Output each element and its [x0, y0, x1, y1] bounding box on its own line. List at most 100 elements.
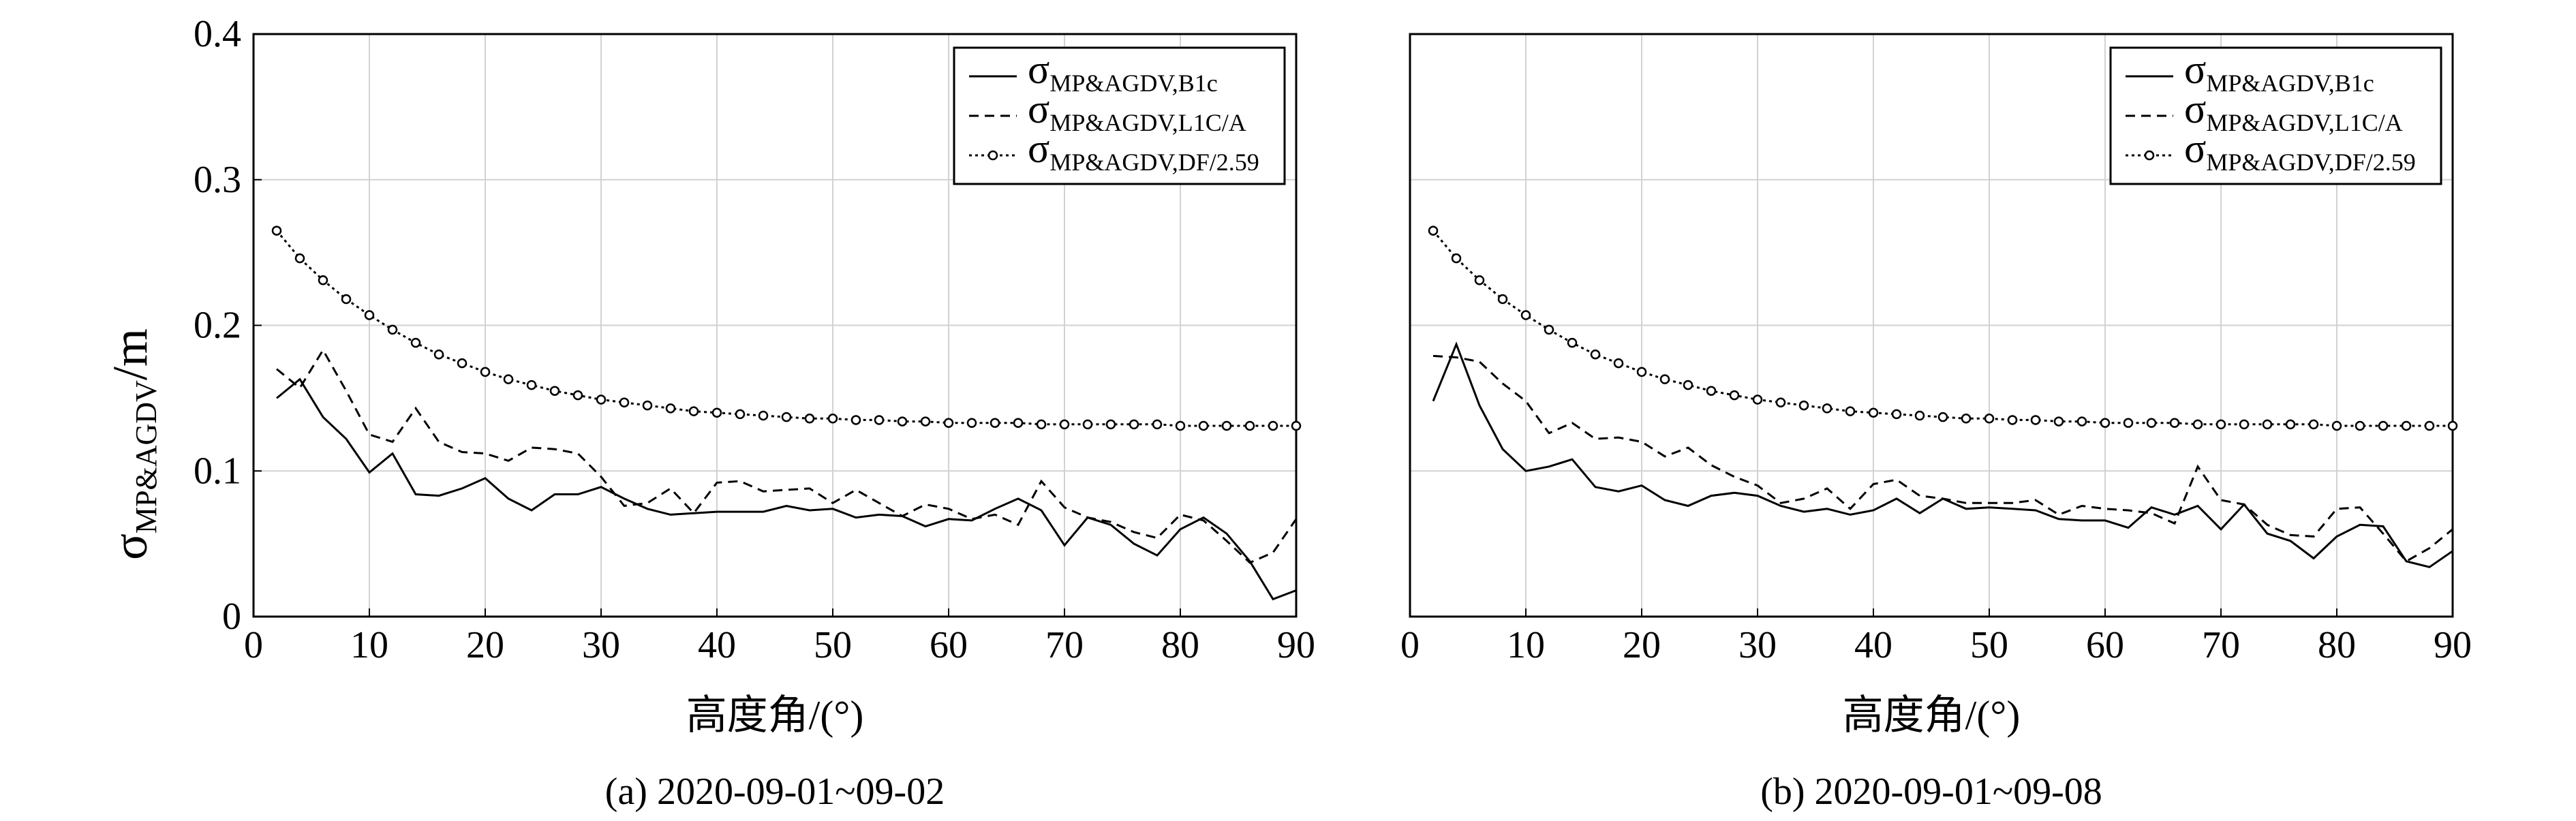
- legend-label: σMP&AGDV,DF/2.59: [2184, 126, 2416, 176]
- legend-label: σMP&AGDV,DF/2.59: [1028, 126, 1259, 176]
- series-line: [276, 347, 1298, 564]
- legend: σMP&AGDV,B1cσMP&AGDV,L1C/AσMP&AGDV,DF/2.…: [2109, 46, 2442, 185]
- data-point: [1291, 420, 1302, 431]
- data-point: [2123, 418, 2134, 428]
- data-point: [1891, 409, 1902, 420]
- chart-panel-b: 高度角/(°) (b) 2020-09-01~09-08 0 10 20 30 40 50…: [1400, 33, 2472, 813]
- data-point: [2308, 419, 2319, 430]
- x-tick-label: 80: [2318, 624, 2356, 666]
- data-point: [2331, 420, 2342, 431]
- data-point: [735, 409, 746, 420]
- data-point: [2262, 419, 2273, 430]
- series-dotted-circle: [271, 226, 1302, 431]
- data-point: [1590, 350, 1601, 360]
- data-point: [1036, 419, 1047, 430]
- legend-marker: [2144, 150, 2155, 161]
- data-point: [1520, 310, 1531, 320]
- legend-marker: [987, 150, 998, 161]
- data-point: [2146, 418, 2157, 428]
- x-tick-label: 60: [2086, 624, 2124, 666]
- data-point: [2030, 415, 2041, 425]
- data-point: [1013, 418, 1024, 428]
- data-point: [549, 386, 560, 396]
- data-point: [897, 416, 908, 427]
- y-tick-label: 0.3: [194, 159, 241, 201]
- x-tick-label: 90: [1277, 624, 1315, 666]
- data-point: [665, 403, 676, 414]
- data-point: [1544, 324, 1554, 335]
- x-tick-label: 0: [1400, 624, 1420, 666]
- legend-label: σMP&AGDV,B1c: [1028, 47, 1218, 97]
- data-point: [294, 253, 305, 264]
- caption-a: (a) 2020-09-01~09-02: [605, 771, 945, 813]
- x-tick-label: 10: [350, 624, 388, 666]
- data-point: [1984, 414, 1995, 424]
- data-point: [1152, 419, 1163, 430]
- data-point: [1636, 367, 1647, 377]
- y-tick-label: 0.2: [194, 305, 241, 347]
- data-point: [2100, 418, 2111, 428]
- data-point: [2285, 419, 2296, 430]
- series-line: [275, 230, 1296, 427]
- data-point: [1198, 420, 1209, 431]
- data-point: [364, 310, 375, 320]
- data-point: [1175, 420, 1186, 431]
- data-point: [943, 418, 954, 428]
- legend-label: σMP&AGDV,B1c: [2184, 47, 2374, 97]
- data-point: [2169, 418, 2180, 428]
- data-point: [1428, 226, 1439, 236]
- series-dotted-circle: [1428, 226, 2458, 431]
- data-point: [619, 397, 630, 408]
- data-point: [758, 410, 769, 421]
- data-point: [2007, 415, 2018, 425]
- data-point: [1567, 337, 1578, 348]
- data-point: [2215, 419, 2226, 430]
- data-point: [433, 350, 444, 360]
- data-point: [1451, 253, 1462, 264]
- y-axis-label-symbol: σ: [103, 533, 157, 560]
- data-point: [966, 418, 977, 428]
- plot-frame: [1409, 33, 2454, 618]
- series-line: [1432, 230, 2453, 427]
- data-point: [781, 412, 792, 422]
- y-axis-label-unit: /m: [103, 328, 157, 380]
- x-tick-label: 20: [1623, 624, 1661, 666]
- data-point: [271, 226, 282, 236]
- data-point: [2378, 420, 2389, 431]
- data-point: [1059, 419, 1070, 430]
- data-point: [1082, 419, 1093, 430]
- legend-label: σMP&AGDV,L1C/A: [2184, 87, 2403, 136]
- x-axis-label-a: 高度角/(°): [686, 693, 864, 738]
- x-tick-label: 80: [1161, 624, 1199, 666]
- data-point: [1729, 390, 1740, 401]
- data-point: [2053, 416, 2064, 427]
- x-tick-label: 40: [698, 624, 736, 666]
- legend: σMP&AGDV,B1cσMP&AGDV,L1C/AσMP&AGDV,DF/2.…: [953, 46, 1286, 185]
- x-tick-label: 20: [466, 624, 504, 666]
- x-tick-label: 90: [2434, 624, 2472, 666]
- series-line: [276, 377, 1297, 601]
- y-tick-label: 0.1: [194, 450, 241, 492]
- data-point: [1474, 275, 1485, 285]
- data-point: [920, 416, 931, 427]
- x-tick-label: 40: [1854, 624, 1892, 666]
- y-axis-label: σMP&AGDV/m: [103, 328, 163, 560]
- data-point: [874, 415, 885, 425]
- caption-b: (b) 2020-09-01~09-08: [1760, 771, 2102, 813]
- data-point: [688, 406, 699, 416]
- x-tick-label: 50: [1970, 624, 2008, 666]
- data-point: [1268, 420, 1278, 431]
- data-point: [850, 415, 861, 425]
- data-point: [2447, 420, 2458, 431]
- x-tick-label: 30: [582, 624, 620, 666]
- series-solid: [276, 377, 1297, 601]
- data-point: [1775, 397, 1786, 408]
- data-point: [1706, 386, 1717, 396]
- series-dashed: [276, 347, 1298, 564]
- data-point: [642, 400, 653, 411]
- series-line: [1432, 354, 2453, 563]
- data-point: [503, 374, 514, 384]
- x-tick-label: 60: [930, 624, 968, 666]
- series-solid: [1432, 341, 2453, 568]
